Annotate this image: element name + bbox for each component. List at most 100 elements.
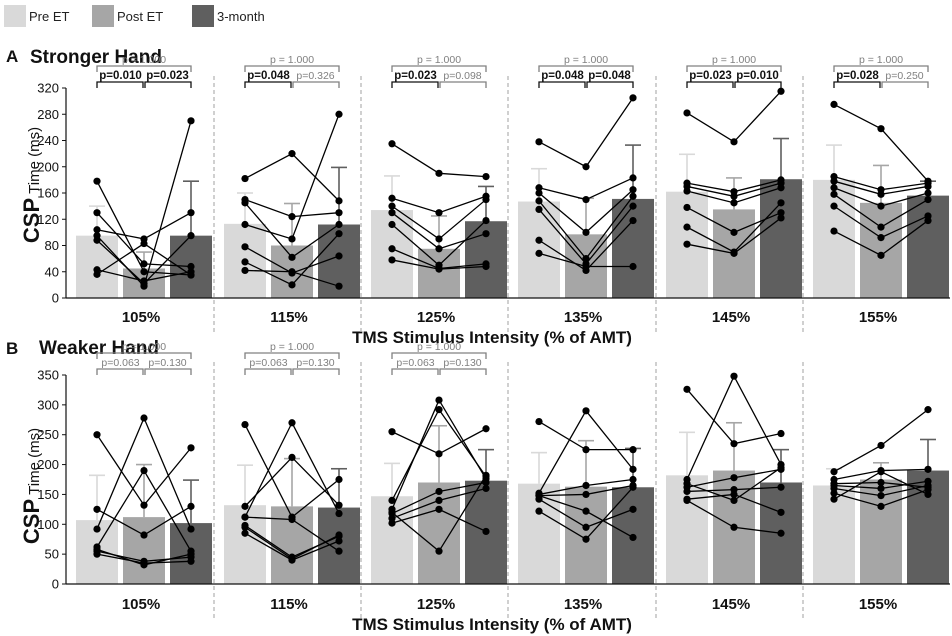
sig-bracket	[391, 352, 487, 359]
p-value-label: p=0.028	[836, 70, 879, 82]
subject-point	[924, 490, 932, 499]
subject-point	[288, 556, 296, 564]
subject-point	[535, 492, 543, 500]
subject-point	[435, 245, 443, 253]
subject-point	[830, 190, 838, 198]
sig-bracket	[96, 65, 192, 72]
subject-point	[140, 531, 148, 539]
subject-point	[683, 487, 691, 496]
sig-bracket	[881, 81, 929, 88]
subject-point	[777, 463, 785, 472]
subject-point	[140, 260, 148, 268]
panel-a-letter: A	[6, 47, 18, 66]
subject-point	[777, 199, 785, 207]
subject-point	[482, 527, 490, 536]
y-tick-label: 0	[52, 291, 59, 306]
subject-point	[187, 525, 195, 533]
sig-bracket	[734, 81, 782, 88]
p-value-label: p=0.010	[99, 70, 142, 82]
subject-point	[388, 245, 396, 253]
subject-point	[830, 495, 838, 503]
p-value-label: p = 1.000	[859, 54, 903, 66]
subject-point	[388, 202, 396, 210]
subject-point	[535, 197, 543, 205]
subject-point	[730, 192, 738, 200]
legend-swatch-pre	[4, 5, 26, 27]
bar	[760, 179, 802, 298]
y-tick-label: 320	[37, 81, 59, 96]
category-label: 105%	[122, 309, 160, 326]
p-value-label: p=0.023	[394, 70, 437, 82]
subject-point	[582, 535, 590, 543]
subject-point	[335, 547, 343, 555]
subject-point	[93, 525, 101, 533]
svg-text:CSPTime (ms): CSP Time (ms)	[19, 428, 44, 544]
subject-point	[241, 502, 249, 510]
subject-point	[335, 531, 343, 539]
p-value-label: p=0.063	[101, 357, 139, 369]
subject-point	[877, 502, 885, 510]
subject-point	[140, 414, 148, 422]
sig-bracket	[244, 352, 340, 359]
category-label: 145%	[712, 596, 750, 613]
subject-point	[730, 249, 738, 257]
subject-point	[683, 109, 691, 117]
subject-point	[482, 484, 490, 493]
panel-b-title: Weaker Hand	[39, 338, 159, 359]
subject-point	[335, 537, 343, 545]
panel-b-ylabel: CSP Time (ms)	[19, 428, 44, 544]
svg-text:CSPTime (ms): CSP Time (ms)	[19, 127, 44, 243]
sig-bracket	[244, 65, 340, 72]
subject-point	[730, 372, 738, 380]
p-value-label: p=0.130	[443, 357, 481, 369]
subject-point	[683, 223, 691, 231]
p-value-label: p = 1.000	[122, 341, 166, 353]
subject-point	[877, 492, 885, 500]
legend-label-pre: Pre ET	[29, 9, 70, 24]
subject-point	[629, 174, 637, 182]
legend-label-post: Post ET	[117, 9, 163, 24]
subject-point	[388, 209, 396, 217]
subject-point	[924, 465, 932, 473]
sig-bracket	[144, 368, 192, 375]
sig-bracket	[391, 65, 487, 72]
subject-point	[435, 505, 443, 513]
subject-point	[683, 480, 691, 488]
subject-point	[629, 262, 637, 271]
y-tick-label: 120	[37, 212, 59, 227]
subject-point	[187, 502, 195, 510]
subject-point	[187, 444, 195, 452]
subject-point	[93, 236, 101, 244]
subject-point	[830, 177, 838, 185]
p-value-label: p = 1.000	[270, 54, 314, 66]
panel-a-ylabel-sub: Time (ms)	[26, 127, 43, 194]
subject-point	[535, 189, 543, 197]
subject-point	[241, 523, 249, 531]
subject-point	[388, 220, 396, 229]
p-value-label: p = 1.000	[122, 54, 166, 66]
subject-point	[582, 523, 590, 531]
p-value-label: p = 1.000	[417, 54, 461, 66]
subject-point	[629, 192, 637, 200]
subject-point	[388, 256, 396, 264]
subject-point	[288, 281, 296, 289]
subject-point	[683, 240, 691, 248]
subject-point	[830, 100, 838, 109]
subject-point	[435, 547, 443, 555]
subject-point	[388, 496, 396, 504]
p-value-label: p=0.130	[296, 357, 334, 369]
p-value-label: p=0.063	[249, 357, 287, 369]
y-tick-label: 350	[37, 368, 59, 383]
subject-point	[777, 87, 785, 95]
subject-point	[482, 478, 490, 487]
subject-point	[288, 253, 296, 261]
subject-point	[288, 268, 296, 276]
subject-point	[482, 172, 490, 181]
panel-b-letter: B	[6, 339, 18, 358]
subject-point	[924, 182, 932, 191]
p-value-label: p=0.023	[689, 70, 732, 82]
p-value-label: p=0.098	[443, 70, 481, 82]
sig-bracket	[833, 81, 881, 88]
panel-a-ylabel-main: CSP	[19, 198, 44, 243]
subject-point	[241, 243, 249, 251]
